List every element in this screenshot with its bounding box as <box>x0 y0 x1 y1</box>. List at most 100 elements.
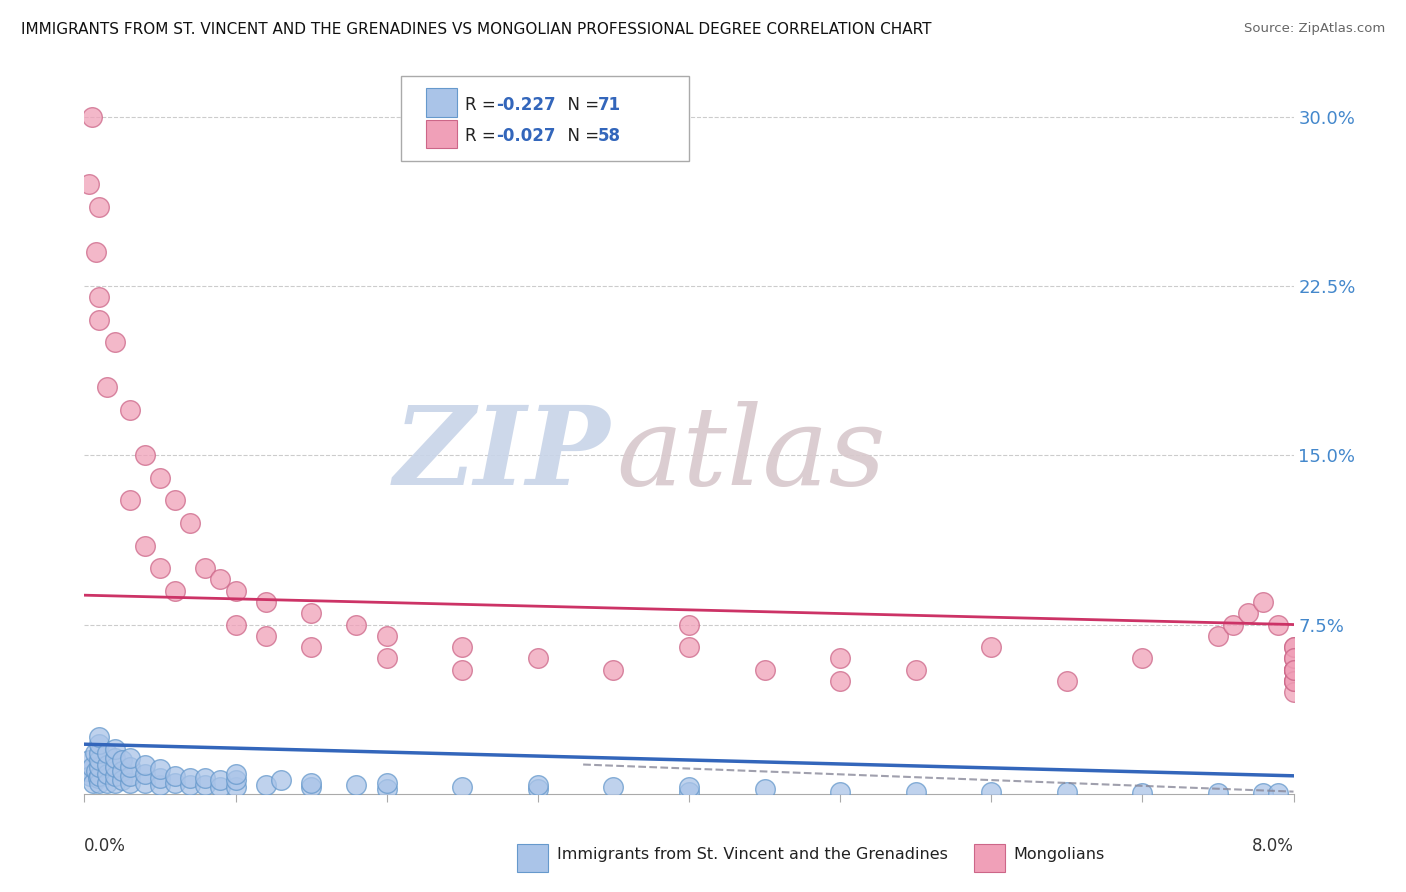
Point <box>89 737 111 751</box>
Point <box>299 775 322 789</box>
Point <box>602 780 624 794</box>
Point <box>179 771 201 785</box>
Point <box>375 775 398 789</box>
Point <box>1253 595 1275 609</box>
Point <box>96 746 118 760</box>
Point <box>1282 640 1305 654</box>
Text: Immigrants from St. Vincent and the Grenadines: Immigrants from St. Vincent and the Gren… <box>557 847 948 862</box>
Point <box>80 110 103 124</box>
Point <box>134 448 156 462</box>
Point <box>830 784 852 798</box>
Point <box>451 780 474 794</box>
Point <box>1132 651 1154 665</box>
Point <box>104 760 127 774</box>
Point <box>209 773 232 788</box>
Point <box>1253 786 1275 800</box>
Point <box>1132 786 1154 800</box>
Point <box>118 403 141 417</box>
Point <box>375 782 398 797</box>
Text: 58: 58 <box>598 128 620 145</box>
Point <box>299 640 322 654</box>
Point <box>86 244 108 259</box>
Point <box>346 617 368 632</box>
Text: -0.227: -0.227 <box>496 96 555 114</box>
Point <box>1282 651 1305 665</box>
Point <box>104 751 127 765</box>
Point <box>678 617 700 632</box>
Point <box>77 178 100 192</box>
Point <box>104 775 127 789</box>
Point <box>299 780 322 794</box>
Point <box>165 769 187 783</box>
Point <box>904 784 927 798</box>
Point <box>149 561 172 575</box>
Point <box>1282 640 1305 654</box>
Point <box>104 769 127 783</box>
Point <box>270 773 292 788</box>
Point <box>118 760 141 774</box>
Text: 71: 71 <box>598 96 620 114</box>
Point <box>89 753 111 767</box>
Point <box>111 764 134 779</box>
Text: IMMIGRANTS FROM ST. VINCENT AND THE GRENADINES VS MONGOLIAN PROFESSIONAL DEGREE : IMMIGRANTS FROM ST. VINCENT AND THE GREN… <box>21 22 932 37</box>
Point <box>96 766 118 780</box>
Point <box>1282 663 1305 677</box>
Point <box>165 583 187 598</box>
Point <box>678 784 700 798</box>
Point <box>1267 786 1289 800</box>
Point <box>89 312 111 326</box>
Point <box>87 771 110 785</box>
Point <box>209 573 232 587</box>
Text: atlas: atlas <box>616 401 886 508</box>
Point <box>527 778 550 792</box>
Point <box>980 784 1002 798</box>
Point <box>179 516 201 530</box>
Point <box>1206 786 1229 800</box>
Text: N =: N = <box>557 128 605 145</box>
Point <box>754 782 776 797</box>
Point <box>980 640 1002 654</box>
Point <box>194 778 217 792</box>
Point <box>754 663 776 677</box>
Point <box>89 200 111 214</box>
Point <box>904 663 927 677</box>
Point <box>254 595 277 609</box>
Point <box>451 640 474 654</box>
Text: ZIP: ZIP <box>394 401 610 508</box>
Point <box>451 663 474 677</box>
Point <box>118 769 141 783</box>
Point <box>830 651 852 665</box>
Point <box>346 778 368 792</box>
Point <box>96 757 118 772</box>
Point <box>602 663 624 677</box>
Point <box>1237 607 1260 621</box>
Text: N =: N = <box>557 96 605 114</box>
Point <box>225 773 247 788</box>
Point <box>86 764 108 779</box>
Point <box>254 778 277 792</box>
Point <box>1282 663 1305 677</box>
Point <box>89 290 111 304</box>
Point <box>1282 673 1305 688</box>
Point <box>375 651 398 665</box>
Point <box>1056 784 1078 798</box>
Point <box>118 493 141 508</box>
Point <box>96 775 118 789</box>
Text: R =: R = <box>465 96 502 114</box>
Point <box>165 493 187 508</box>
Text: 0.0%: 0.0% <box>84 838 127 855</box>
Point <box>165 775 187 789</box>
Point <box>1267 617 1289 632</box>
Point <box>1282 663 1305 677</box>
Point <box>225 583 247 598</box>
Point <box>678 780 700 794</box>
Point <box>111 753 134 767</box>
Point <box>149 778 172 792</box>
Point <box>84 746 107 760</box>
Point <box>149 471 172 485</box>
Point <box>118 751 141 765</box>
Point <box>89 775 111 789</box>
Text: R =: R = <box>465 128 502 145</box>
Point <box>678 640 700 654</box>
Point <box>1282 651 1305 665</box>
